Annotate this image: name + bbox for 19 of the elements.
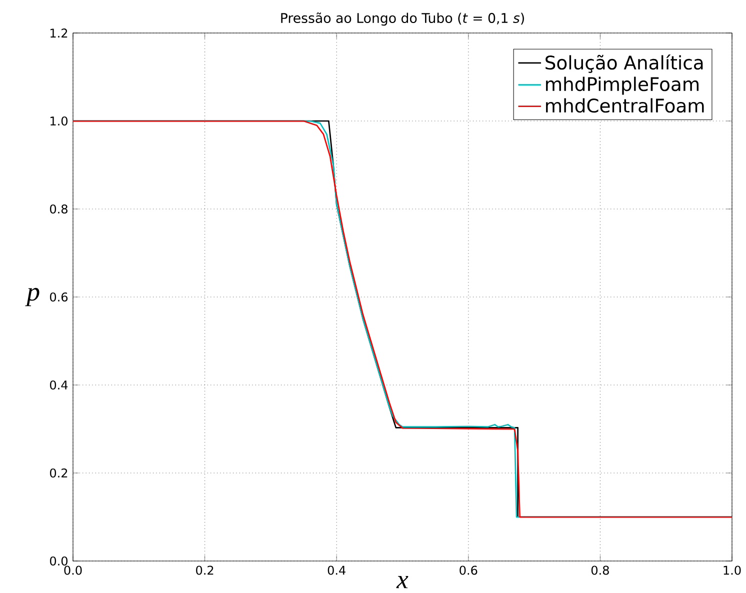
y-tick-label: 0.6 (50, 292, 68, 302)
x-tick-label: 0.2 (196, 566, 214, 575)
y-tick-label: 0.0 (50, 556, 68, 566)
legend-label: Solução Analítica (546, 54, 703, 73)
y-axis-title: p (25, 288, 40, 306)
x-tick-label: 0.4 (328, 566, 346, 575)
legend-label: mhdCentralFoam (546, 98, 704, 113)
y-tick-label: 0.2 (50, 468, 68, 478)
y-tick-label: 1.2 (50, 28, 68, 38)
x-tick-label: 0.0 (64, 566, 82, 575)
legend-label: mhdPimpleFoam (546, 76, 699, 95)
x-tick-label: 0.6 (460, 566, 478, 575)
x-tick-label: 1.0 (724, 566, 741, 575)
y-tick-label: 0.8 (50, 204, 68, 214)
x-tick-label: 0.8 (591, 566, 609, 575)
x-axis-title: x (396, 576, 408, 588)
chart-title: Pressão ao Longo do Tubo (t = 0,1 s) (281, 12, 524, 26)
y-tick-label: 0.4 (50, 380, 68, 390)
y-tick-label: 1.0 (50, 116, 68, 126)
